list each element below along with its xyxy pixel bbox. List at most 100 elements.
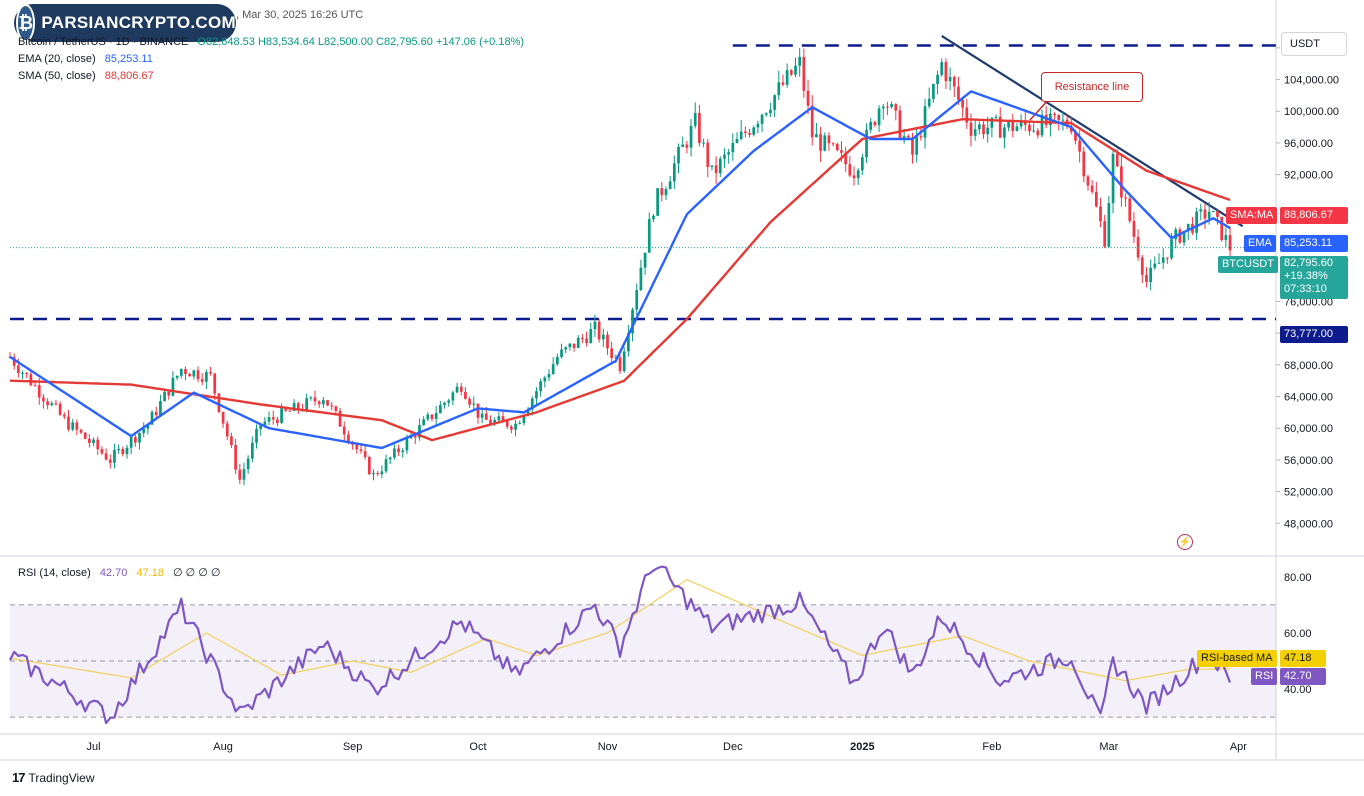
candle-body xyxy=(681,144,685,148)
candle-body xyxy=(672,163,676,182)
candle-body xyxy=(29,374,33,386)
lightning-icon[interactable]: ⚡ xyxy=(1177,534,1193,550)
rsi-ma-value: 47.18 xyxy=(136,567,164,579)
candle-body xyxy=(539,381,542,392)
candle-body xyxy=(589,329,593,344)
rsi-label[interactable]: RSI (14, close) xyxy=(18,567,91,579)
candle-body xyxy=(919,136,923,138)
candle-body xyxy=(489,419,492,424)
candle-body xyxy=(802,56,806,91)
symbol-title[interactable]: Bitcoin / TetherUS · 1D · BINANCE xyxy=(18,36,189,48)
candle-body xyxy=(848,164,852,176)
candle-body xyxy=(547,374,551,378)
candle-body xyxy=(459,386,463,392)
candle-body xyxy=(526,409,530,416)
candle-body xyxy=(840,150,843,153)
bar-countdown: 07:33:10 xyxy=(1284,283,1327,295)
candle-body xyxy=(1228,235,1232,251)
site-logo: ₿ PARSIANCRYPTO.COM xyxy=(14,4,236,42)
candle-body xyxy=(1224,235,1228,241)
currency-selector[interactable]: USDT xyxy=(1281,32,1347,56)
candle-body xyxy=(1094,191,1098,207)
candle-body xyxy=(317,401,321,405)
rsi-tick-label: 40.00 xyxy=(1284,684,1312,696)
candle-body xyxy=(1178,229,1182,243)
candle-body xyxy=(75,422,79,430)
candle-body xyxy=(380,471,384,475)
candle-body xyxy=(530,398,534,410)
candle-body xyxy=(334,406,338,411)
candle-body xyxy=(96,439,100,450)
candle-body xyxy=(773,95,776,110)
tradingview-icon: 17 xyxy=(12,770,26,785)
candle-body xyxy=(890,104,893,108)
candle-body xyxy=(702,142,705,144)
candle-body xyxy=(622,351,626,371)
candle-body xyxy=(230,436,233,446)
candle-body xyxy=(1211,211,1215,213)
time-tick-label: Nov xyxy=(598,741,618,753)
bitcoin-icon: ₿ xyxy=(16,4,36,42)
sma-label[interactable]: SMA (50, close) xyxy=(18,70,96,82)
price-tick-label: 60,000.00 xyxy=(1284,423,1333,435)
candle-body xyxy=(961,99,964,108)
candle-body xyxy=(250,442,254,459)
candle-body xyxy=(305,398,309,410)
candle-body xyxy=(438,405,442,414)
candle-body xyxy=(1145,274,1148,282)
candle-body xyxy=(1207,211,1211,219)
candle-body xyxy=(434,413,438,419)
candle-body xyxy=(1099,206,1102,222)
candle-body xyxy=(911,137,914,155)
candle-body xyxy=(367,457,371,475)
candle-body xyxy=(564,347,568,350)
candle-body xyxy=(685,144,689,148)
candle-body xyxy=(451,392,455,401)
candle-body xyxy=(998,116,1002,138)
candle-body xyxy=(965,107,969,123)
candle-body xyxy=(267,417,271,422)
candle-body xyxy=(501,416,505,421)
price-tick-label: 52,000.00 xyxy=(1284,487,1333,499)
time-tick-label: Sep xyxy=(343,741,363,753)
candle-body xyxy=(560,349,563,357)
candle-body xyxy=(397,448,400,453)
price-tick-label: 68,000.00 xyxy=(1284,360,1333,372)
candle-body xyxy=(906,136,910,138)
candle-body xyxy=(33,385,37,387)
ema-label[interactable]: EMA (20, close) xyxy=(18,53,96,65)
candle-body xyxy=(25,372,29,375)
sma50-line xyxy=(9,117,1231,442)
candle-body xyxy=(413,435,417,438)
candle-body xyxy=(735,138,739,143)
candle-body xyxy=(1120,166,1123,198)
ema-tag-name: EMA xyxy=(1244,235,1276,252)
candle-body xyxy=(1174,229,1178,240)
candlesticks xyxy=(8,47,1232,486)
candle-body xyxy=(430,414,434,419)
candle-body xyxy=(1103,221,1107,247)
candle-body xyxy=(88,438,91,444)
candle-body xyxy=(794,65,797,75)
candle-body xyxy=(175,375,179,378)
candle-body xyxy=(1166,257,1169,259)
candle-body xyxy=(205,372,208,382)
candle-body xyxy=(990,117,994,128)
candle-body xyxy=(217,393,221,412)
candle-body xyxy=(37,385,41,398)
candle-body xyxy=(46,401,49,406)
candle-body xyxy=(1182,230,1186,243)
candle-body xyxy=(67,416,70,430)
candle-body xyxy=(1199,209,1203,212)
last-price: 82,795.60 xyxy=(1284,257,1333,269)
candle-body xyxy=(606,334,609,349)
candle-body xyxy=(835,144,839,151)
candle-body xyxy=(296,403,300,410)
candle-body xyxy=(977,124,981,130)
rsi-tag-value: 42.70 xyxy=(1280,668,1326,685)
last-price-tag: 82,795.60 +19.38% 07:33:10 xyxy=(1280,256,1348,299)
candle-body xyxy=(372,473,375,475)
candle-body xyxy=(1082,151,1086,177)
candle-body xyxy=(535,391,538,399)
